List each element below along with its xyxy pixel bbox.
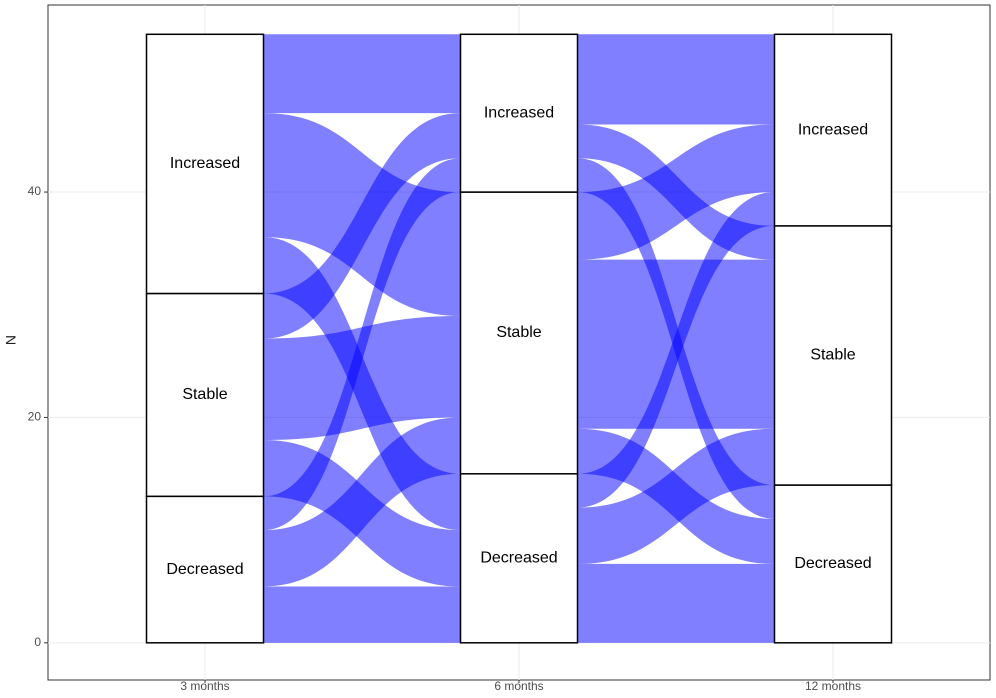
y-tick-label: 40: [28, 184, 42, 198]
y-axis-title: N: [3, 335, 19, 345]
stratum-label: Increased: [170, 155, 240, 172]
stratum-label: Stable: [182, 386, 227, 403]
stratum-label: Decreased: [166, 561, 243, 578]
stratum: [459, 33, 579, 193]
stratum-label: Decreased: [480, 550, 557, 567]
flow: [577, 158, 775, 519]
stratum: [459, 191, 579, 475]
y-tick-label: 0: [34, 635, 41, 649]
flow: [263, 113, 461, 317]
stratum: [145, 33, 265, 295]
flow: [577, 563, 775, 643]
stratum-label: Increased: [484, 104, 554, 121]
stratum: [773, 225, 893, 486]
flow: [577, 428, 775, 564]
x-tick-label: 6 months: [494, 679, 543, 693]
flow: [263, 237, 461, 531]
stratum: [145, 292, 265, 498]
stratum-label: Stable: [810, 347, 855, 364]
stratum: [773, 33, 893, 227]
stratum-label: Increased: [798, 121, 868, 138]
flow: [577, 124, 775, 260]
x-tick-label: 12 months: [805, 679, 861, 693]
y-tick-label: 20: [28, 410, 42, 424]
stratum-label: Decreased: [794, 555, 871, 572]
stratum-label: Stable: [496, 324, 541, 341]
flow: [263, 34, 461, 114]
stratum: [773, 484, 893, 644]
x-tick-label: 3 months: [180, 679, 229, 693]
flow: [263, 586, 461, 643]
flow: [263, 439, 461, 587]
flow: [577, 34, 775, 125]
stratum: [459, 473, 579, 644]
